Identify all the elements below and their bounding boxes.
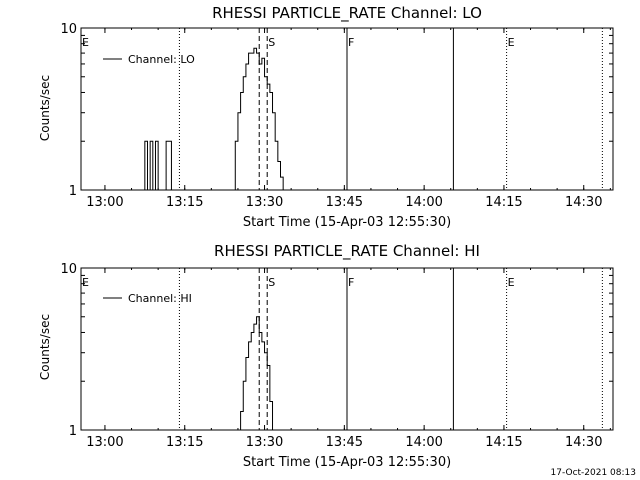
legend-entry: Channel: HI	[128, 292, 192, 305]
x-tick-label: 13:45	[326, 435, 363, 450]
marker-label: E	[508, 36, 515, 49]
panel-lo-channel: RHESSI PARTICLE_RATE Channel: LO Counts/…	[38, 4, 614, 230]
x-tick-label: 14:00	[405, 195, 442, 210]
x-tick-label: 13:45	[326, 195, 363, 210]
legend-entry: Channel: LO	[128, 53, 195, 66]
y-tick-label: 10	[60, 22, 77, 37]
x-tick-label: 13:00	[86, 195, 123, 210]
x-tick-label: 13:00	[86, 435, 123, 450]
marker-label: E	[508, 276, 515, 289]
chart-title: RHESSI PARTICLE_RATE Channel: HI	[214, 242, 480, 261]
axis-tick-labels: 13:00 13:15 13:30 13:45 14:00 14:15 14:30 1 10	[60, 262, 602, 450]
axis-tick-labels: 13:00 13:15 13:30 13:45 14:00 14:15 14:30 1 10	[60, 22, 602, 210]
series-group	[142, 47, 286, 191]
footer-timestamp: 17-Oct-2021 08:13	[551, 468, 636, 478]
y-tick-label: 1	[69, 424, 77, 439]
x-tick-label: 14:15	[485, 195, 522, 210]
y-axis-label: Counts/sec	[38, 75, 52, 141]
marker-lines	[80, 268, 603, 430]
marker-label: F	[348, 276, 354, 289]
series-line	[237, 316, 276, 431]
y-tick-label: 10	[60, 262, 77, 277]
series-group	[237, 316, 276, 431]
plot-frame	[80, 27, 614, 191]
marker-label: F	[348, 36, 354, 49]
x-tick-label: 14:30	[565, 435, 602, 450]
chart-title: RHESSI PARTICLE_RATE Channel: LO	[212, 4, 482, 23]
x-tick-label: 13:15	[166, 435, 203, 450]
panel-hi-channel: RHESSI PARTICLE_RATE Channel: HI Counts/…	[38, 242, 614, 470]
y-axis-label: Counts/sec	[38, 314, 52, 380]
x-tick-label: 13:30	[246, 195, 283, 210]
legend: Channel: HI	[103, 292, 192, 305]
marker-label: E	[82, 36, 89, 49]
plot-frame	[80, 267, 614, 431]
x-tick-label: 14:30	[565, 195, 602, 210]
marker-label: S	[268, 36, 275, 49]
marker-label: E	[82, 276, 89, 289]
x-tick-label: 14:15	[485, 435, 522, 450]
series-line	[142, 47, 286, 191]
y-tick-label: 1	[69, 184, 77, 199]
marker-label: S	[268, 276, 275, 289]
legend: Channel: LO	[103, 53, 195, 66]
x-tick-label: 13:30	[246, 435, 283, 450]
x-tick-label: 13:15	[166, 195, 203, 210]
x-axis-label: Start Time (15-Apr-03 12:55:30)	[243, 455, 451, 470]
x-tick-label: 14:00	[405, 435, 442, 450]
x-axis-label: Start Time (15-Apr-03 12:55:30)	[243, 215, 451, 230]
axis-ticks	[81, 28, 613, 190]
